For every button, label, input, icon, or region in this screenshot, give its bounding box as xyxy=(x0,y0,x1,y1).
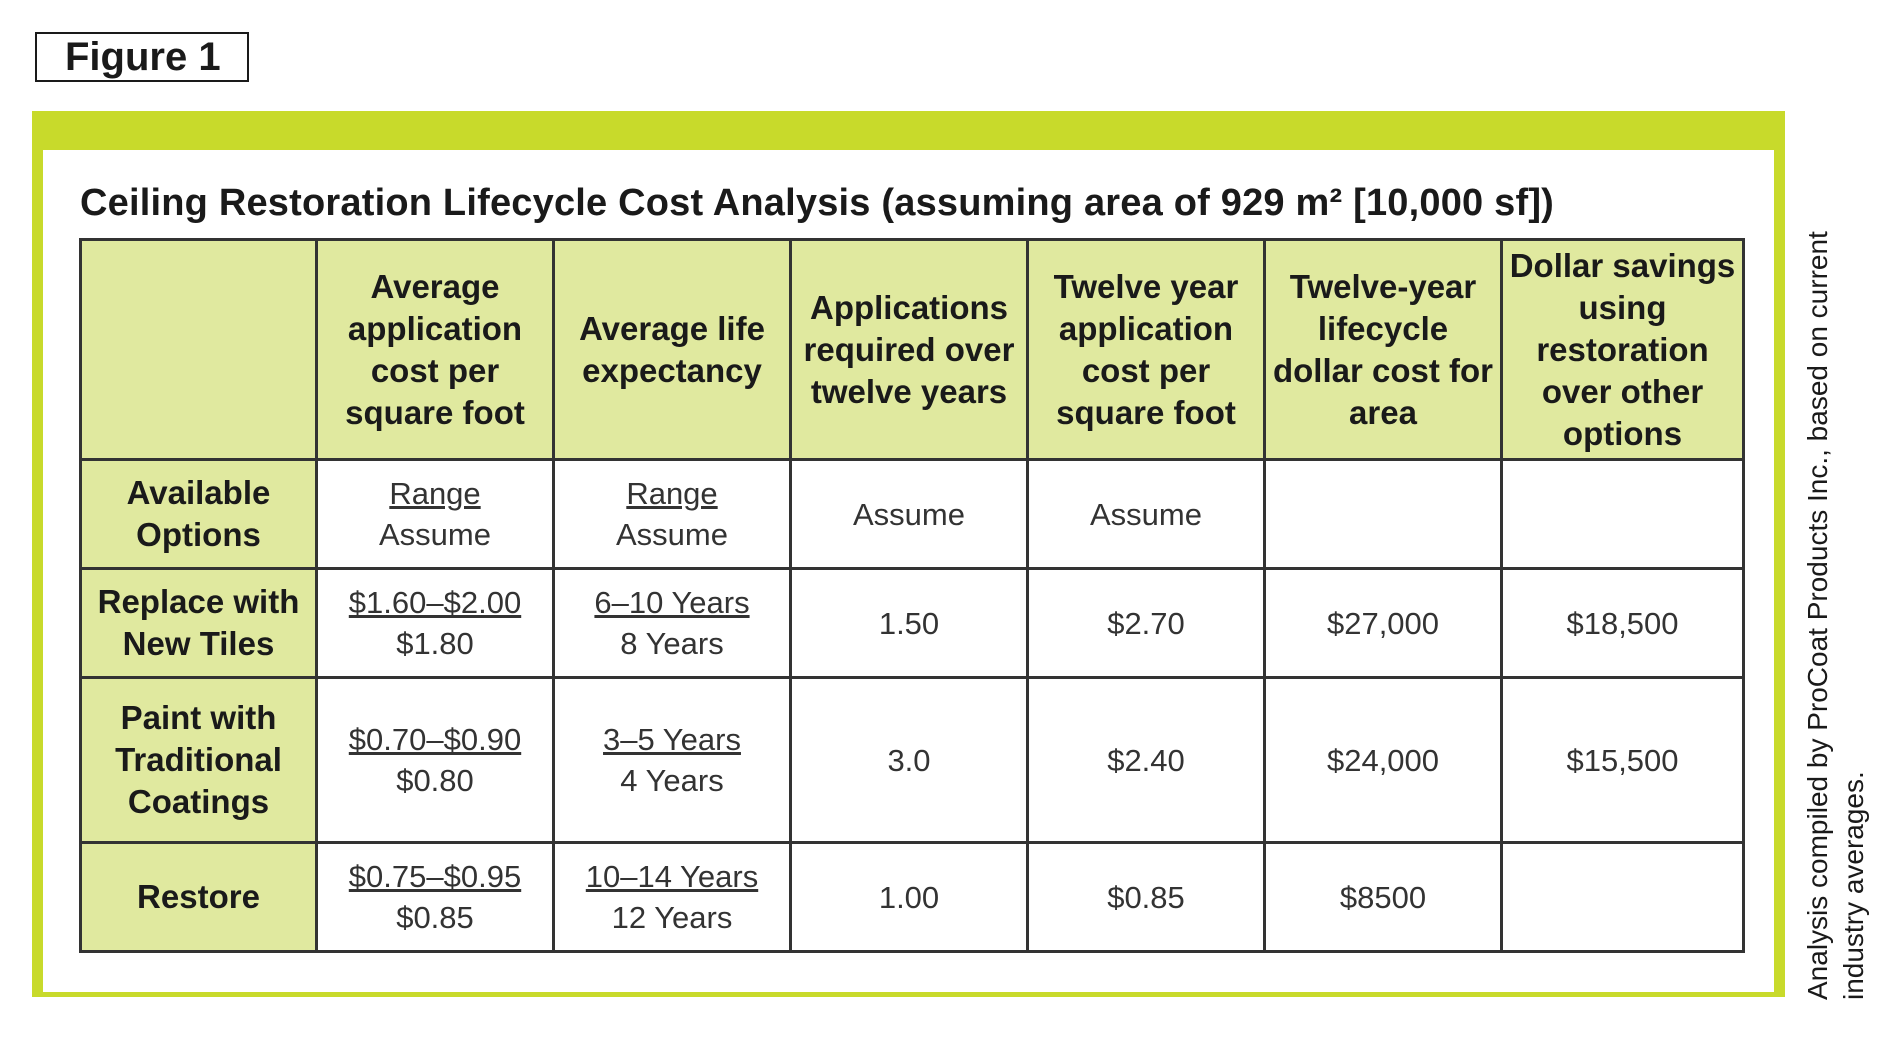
cost-range: Range xyxy=(389,476,481,511)
twelve-year-cost-cell: $2.40 xyxy=(1026,676,1266,844)
life-cell: 6–10 Years 8 Years xyxy=(552,567,792,679)
cost-cell: Range Assume xyxy=(315,458,555,570)
life-cell: Range Assume xyxy=(552,458,792,570)
cost-analysis-table: Average application cost per square foot… xyxy=(79,238,1745,953)
life-range: 3–5 Years xyxy=(603,722,741,757)
life-assumed: 4 Years xyxy=(620,763,724,798)
header-cell-lifecycle-cost: Twelve-year lifecycle dollar cost for ar… xyxy=(1263,238,1503,461)
row-label: Available Options xyxy=(79,458,318,570)
header-row: Average application cost per square foot… xyxy=(79,238,1745,461)
header-cell-savings: Dollar savings using restoration over ot… xyxy=(1500,238,1745,461)
cost-cell: $0.70–$0.90 $0.80 xyxy=(315,676,555,844)
savings-cell: $15,500 xyxy=(1500,676,1745,844)
applications-cell: 3.0 xyxy=(789,676,1029,844)
cost-assumed: Assume xyxy=(379,517,491,552)
table-row: Paint with Traditional Coatings $0.70–$0… xyxy=(79,676,1745,844)
header-cell-application-cost: Average application cost per square foot xyxy=(315,238,555,461)
figure-label: Figure 1 xyxy=(35,32,249,82)
life-range: 6–10 Years xyxy=(594,585,750,620)
table-title: Ceiling Restoration Lifecycle Cost Analy… xyxy=(80,182,1555,224)
life-range: Range xyxy=(626,476,718,511)
savings-cell xyxy=(1500,841,1745,953)
row-label: Replace with New Tiles xyxy=(79,567,318,679)
cost-cell: $1.60–$2.00 $1.80 xyxy=(315,567,555,679)
savings-cell: $18,500 xyxy=(1500,567,1745,679)
twelve-year-cost-cell: $2.70 xyxy=(1026,567,1266,679)
header-cell-twelve-year-cost: Twelve year application cost per square … xyxy=(1026,238,1266,461)
cost-cell: $0.75–$0.95 $0.85 xyxy=(315,841,555,953)
applications-cell: Assume xyxy=(789,458,1029,570)
life-cell: 10–14 Years 12 Years xyxy=(552,841,792,953)
header-cell-empty xyxy=(79,238,318,461)
header-cell-life-expectancy: Average life expectancy xyxy=(552,238,792,461)
life-range: 10–14 Years xyxy=(585,859,759,894)
savings-cell xyxy=(1500,458,1745,570)
life-assumed: 8 Years xyxy=(620,626,724,661)
table-row: Restore $0.75–$0.95 $0.85 10–14 Years 12… xyxy=(79,841,1745,953)
lifecycle-cost-cell: $24,000 xyxy=(1263,676,1503,844)
cost-range: $0.70–$0.90 xyxy=(348,722,522,757)
source-note: Analysis compiled by ProCoat Products In… xyxy=(1802,231,1869,1000)
table-row: Replace with New Tiles $1.60–$2.00 $1.80… xyxy=(79,567,1745,679)
header-cell-applications-required: Applications required over twelve years xyxy=(789,238,1029,461)
lifecycle-cost-cell: $27,000 xyxy=(1263,567,1503,679)
life-assumed: 12 Years xyxy=(611,900,733,935)
cost-assumed: $0.80 xyxy=(396,763,474,798)
life-assumed: Assume xyxy=(616,517,728,552)
row-label: Paint with Traditional Coatings xyxy=(79,676,318,844)
cost-assumed: $0.85 xyxy=(396,900,474,935)
twelve-year-cost-cell: Assume xyxy=(1026,458,1266,570)
cost-assumed: $1.80 xyxy=(396,626,474,661)
lifecycle-cost-cell xyxy=(1263,458,1503,570)
cost-range: $0.75–$0.95 xyxy=(348,859,522,894)
applications-cell: 1.00 xyxy=(789,841,1029,953)
cost-range: $1.60–$2.00 xyxy=(348,585,522,620)
life-cell: 3–5 Years 4 Years xyxy=(552,676,792,844)
row-label: Restore xyxy=(79,841,318,953)
lifecycle-cost-cell: $8500 xyxy=(1263,841,1503,953)
table-row: Available Options Range Assume Range Ass… xyxy=(79,458,1745,570)
twelve-year-cost-cell: $0.85 xyxy=(1026,841,1266,953)
applications-cell: 1.50 xyxy=(789,567,1029,679)
